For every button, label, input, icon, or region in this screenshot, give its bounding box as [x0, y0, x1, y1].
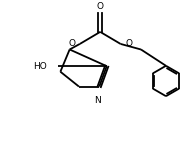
Text: HO: HO [33, 62, 47, 71]
Text: O: O [68, 39, 75, 47]
Text: O: O [97, 2, 104, 11]
Text: N: N [94, 96, 101, 105]
Text: O: O [125, 39, 132, 47]
